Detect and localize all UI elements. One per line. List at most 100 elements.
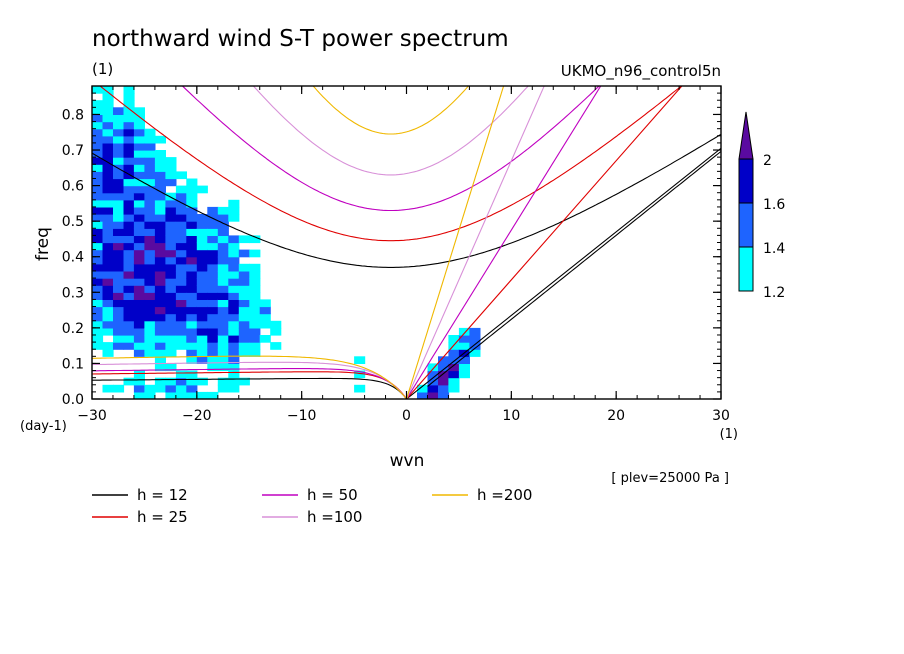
- heat-cell-428: [228, 299, 240, 308]
- heat-cell-138: [123, 142, 135, 151]
- x-tick-label: 10: [502, 408, 520, 424]
- heat-cell-314: [186, 384, 198, 393]
- x-axis-label: wvn: [390, 451, 425, 471]
- heat-cell-209: [144, 199, 156, 208]
- heat-cell-165: [133, 249, 145, 258]
- heat-cell-61: [102, 171, 114, 180]
- heat-cell-270: [165, 263, 177, 272]
- heat-cell-336: [186, 221, 198, 229]
- heat-cell-231: [154, 299, 166, 308]
- heat-cell-273: [165, 242, 177, 251]
- heat-cell-150: [133, 370, 145, 379]
- heat-cell-300: [175, 263, 187, 272]
- heat-cell-295: [175, 299, 187, 308]
- heat-cell-340: [186, 192, 198, 201]
- heat-cell-285: [175, 391, 187, 399]
- heat-cell-240: [154, 235, 166, 244]
- colorbar-arrow: [738, 111, 754, 160]
- heat-cell-64: [102, 150, 114, 158]
- heat-cell-207: [144, 214, 156, 222]
- heat-cell-253: [154, 135, 166, 144]
- heat-cell-168: [133, 228, 145, 236]
- heat-cell-506: [458, 356, 470, 364]
- heat-cell-70: [102, 107, 114, 115]
- heat-cell-290: [175, 335, 187, 343]
- heat-cell-351: [196, 313, 208, 322]
- heat-cell-402: [217, 299, 229, 308]
- heat-cell-198: [144, 278, 156, 286]
- x-tick-label: 0: [402, 408, 411, 424]
- heat-cell-349: [196, 327, 208, 336]
- heat-cell-343: [196, 391, 208, 399]
- heat-cell-292: [175, 320, 187, 329]
- heat-cell-289: [175, 342, 187, 350]
- heat-cell-38: [102, 342, 114, 350]
- heat-cell-291: [175, 327, 187, 336]
- heat-cell-103: [113, 142, 125, 151]
- heat-cell-332: [186, 249, 198, 258]
- heat-cell-296: [175, 292, 187, 300]
- heat-cell-11: [92, 263, 104, 272]
- heat-cell-191: [144, 327, 156, 336]
- heat-cell-482: [354, 356, 366, 364]
- heat-cell-505: [458, 363, 470, 372]
- heat-cell-359: [196, 256, 208, 265]
- heat-cell-280: [165, 192, 177, 201]
- heat-cell-344: [196, 377, 208, 386]
- heat-cell-256: [165, 377, 177, 386]
- heat-cell-277: [165, 214, 177, 222]
- heat-cell-385: [207, 242, 219, 251]
- heat-cell-411: [217, 235, 229, 244]
- heat-cell-50: [102, 249, 114, 258]
- heat-cell-510: [458, 327, 470, 336]
- kelvin-line-h25: [406, 86, 683, 399]
- heat-cell-475: [259, 306, 271, 315]
- heat-cell-86: [113, 263, 125, 272]
- heat-cell-35: [92, 86, 104, 94]
- heat-cell-245: [154, 199, 166, 208]
- heat-cell-180: [133, 142, 145, 151]
- heat-cell-494: [438, 363, 450, 372]
- heat-cell-66: [102, 135, 114, 144]
- heat-cell-304: [175, 235, 187, 244]
- heat-cell-97: [113, 185, 125, 194]
- heat-cell-439: [228, 206, 240, 215]
- heat-cell-144: [123, 100, 135, 108]
- heat-cell-17: [92, 221, 104, 229]
- heat-cell-235: [154, 271, 166, 279]
- heat-cell-281: [165, 178, 177, 187]
- heat-cell-488: [427, 370, 439, 379]
- heat-cell-431: [228, 278, 240, 286]
- heat-cell-421: [228, 349, 240, 357]
- heat-cell-318: [186, 349, 198, 357]
- heat-cell-500: [448, 356, 460, 364]
- heat-cell-182: [133, 128, 145, 137]
- heat-cell-60: [102, 178, 114, 187]
- heat-cell-19: [92, 206, 104, 215]
- heat-cell-441: [238, 377, 250, 386]
- heat-cell-427: [228, 306, 240, 315]
- heat-cell-331: [186, 256, 198, 265]
- heat-cell-221: [154, 377, 166, 386]
- heat-cell-466: [249, 285, 261, 293]
- heat-cell-4: [92, 313, 104, 322]
- heat-cell-369: [207, 356, 219, 364]
- heat-cell-197: [144, 285, 156, 293]
- heat-cell-388: [207, 221, 219, 229]
- heat-cell-229: [154, 313, 166, 322]
- heat-cell-375: [207, 313, 219, 322]
- heat-cell-470: [249, 249, 261, 258]
- heat-cell-13: [92, 249, 104, 258]
- heat-cell-112: [123, 327, 135, 336]
- heat-cell-124: [123, 242, 135, 251]
- heat-cell-137: [123, 150, 135, 158]
- heat-cell-275: [165, 228, 177, 236]
- heat-cell-159: [133, 292, 145, 300]
- heat-cell-386: [207, 235, 219, 244]
- heat-cell-128: [123, 214, 135, 222]
- heat-cell-201: [144, 256, 156, 265]
- heat-cell-14: [92, 242, 104, 251]
- colorbar-segment: [738, 158, 754, 204]
- y-tick-label: 0.4: [62, 250, 84, 266]
- heat-cell-324: [186, 306, 198, 315]
